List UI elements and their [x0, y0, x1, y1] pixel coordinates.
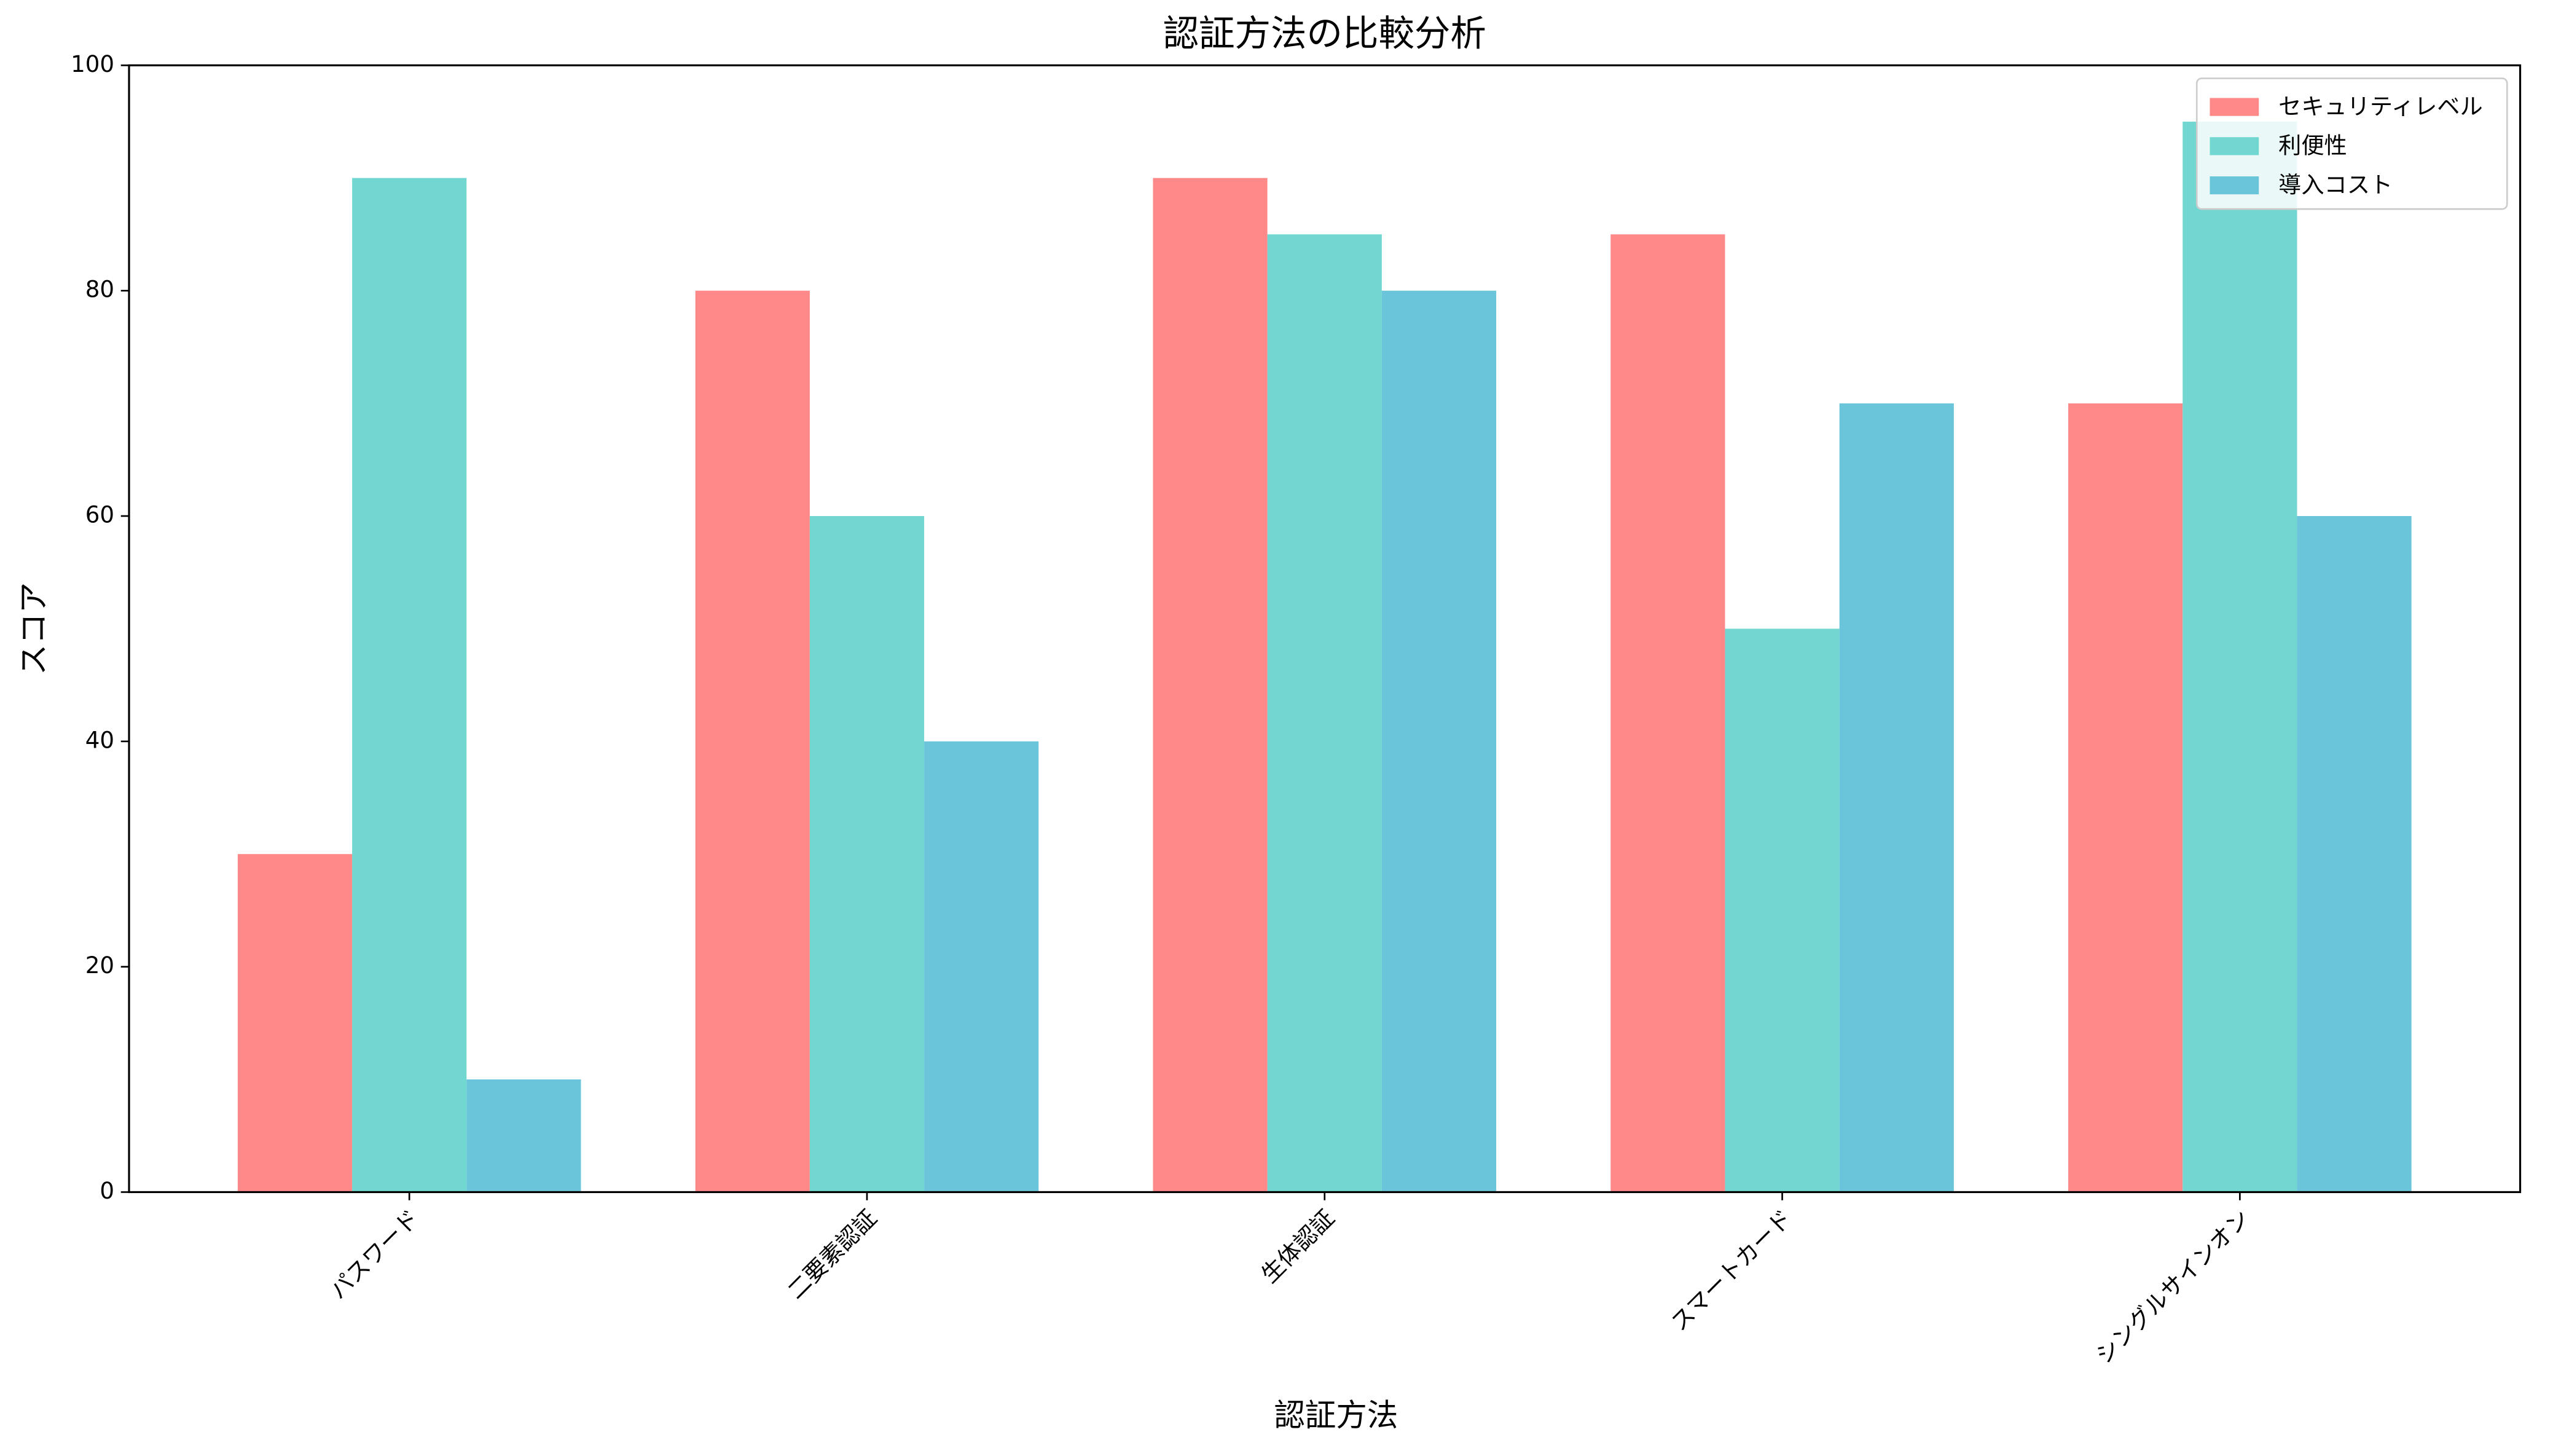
bar [1267, 234, 1382, 1192]
x-tick-label: パスワード [324, 1204, 425, 1304]
bar [695, 291, 810, 1192]
bar [2297, 515, 2412, 1192]
bar [2068, 403, 2183, 1192]
y-tick-label: 100 [71, 50, 114, 77]
bar [924, 741, 1039, 1192]
plot-frame [128, 64, 2522, 1194]
chart-title: 認証方法の比較分析 [1163, 13, 1486, 55]
bar [1381, 291, 1497, 1192]
bar [1610, 234, 1725, 1192]
bar [1153, 178, 1268, 1192]
legend-swatch [2210, 176, 2259, 195]
legend-swatch [2210, 137, 2259, 155]
y-axis-label: スコア [15, 582, 52, 676]
bar [237, 854, 353, 1192]
legend-label: 導入コスト [2278, 171, 2393, 198]
x-tick-label: スマートカード [1666, 1204, 1797, 1336]
y-tick-label: 20 [85, 952, 114, 979]
bar [1839, 403, 1954, 1192]
x-axis-label: 認証方法 [1274, 1397, 1398, 1433]
x-tick-label: シングルサインオン [2090, 1204, 2255, 1369]
bar [809, 515, 925, 1192]
legend-box [2195, 77, 2508, 210]
y-tick-label: 40 [85, 726, 114, 753]
legend-label: セキュリティレベル [2278, 93, 2483, 120]
bar [2183, 122, 2297, 1192]
bar [1725, 628, 1840, 1192]
bar [466, 1079, 581, 1192]
legend-swatch [2210, 98, 2259, 116]
x-tick-label: 生体認証 [1256, 1204, 1339, 1288]
x-tick-label: 二要素認証 [782, 1204, 882, 1304]
y-tick-label: 0 [100, 1177, 114, 1204]
legend-label: 利便性 [2278, 132, 2347, 159]
bar [352, 178, 467, 1192]
y-tick-label: 80 [85, 276, 114, 303]
y-tick-label: 60 [85, 501, 114, 528]
